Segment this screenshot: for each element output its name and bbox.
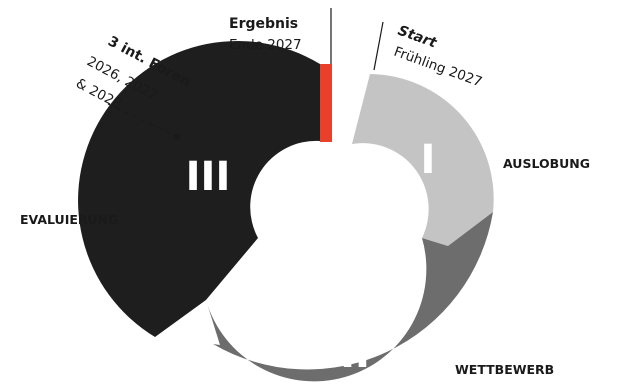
- phase-1-segment: [352, 74, 494, 246]
- forums-leader-line: [107, 103, 177, 137]
- phase-2-segment: [206, 212, 493, 382]
- phase-3-segment: [78, 41, 321, 338]
- phase-1-numeral: I: [421, 137, 436, 183]
- result-date: Ende 2027: [229, 37, 302, 53]
- result-marker: [320, 64, 332, 142]
- phase-1-label: AUSLOBUNG: [503, 156, 590, 171]
- phase-3-label: EVALUIERUNG: [20, 212, 118, 227]
- phase-3-numeral: III: [186, 154, 231, 200]
- result-title: Ergebnis: [229, 16, 298, 32]
- phase-2-label: WETTBEWERB: [455, 362, 554, 377]
- start-leader-line: [373, 21, 384, 71]
- forums-leader-dot: [173, 133, 181, 141]
- phase-2-numeral: II: [340, 331, 370, 377]
